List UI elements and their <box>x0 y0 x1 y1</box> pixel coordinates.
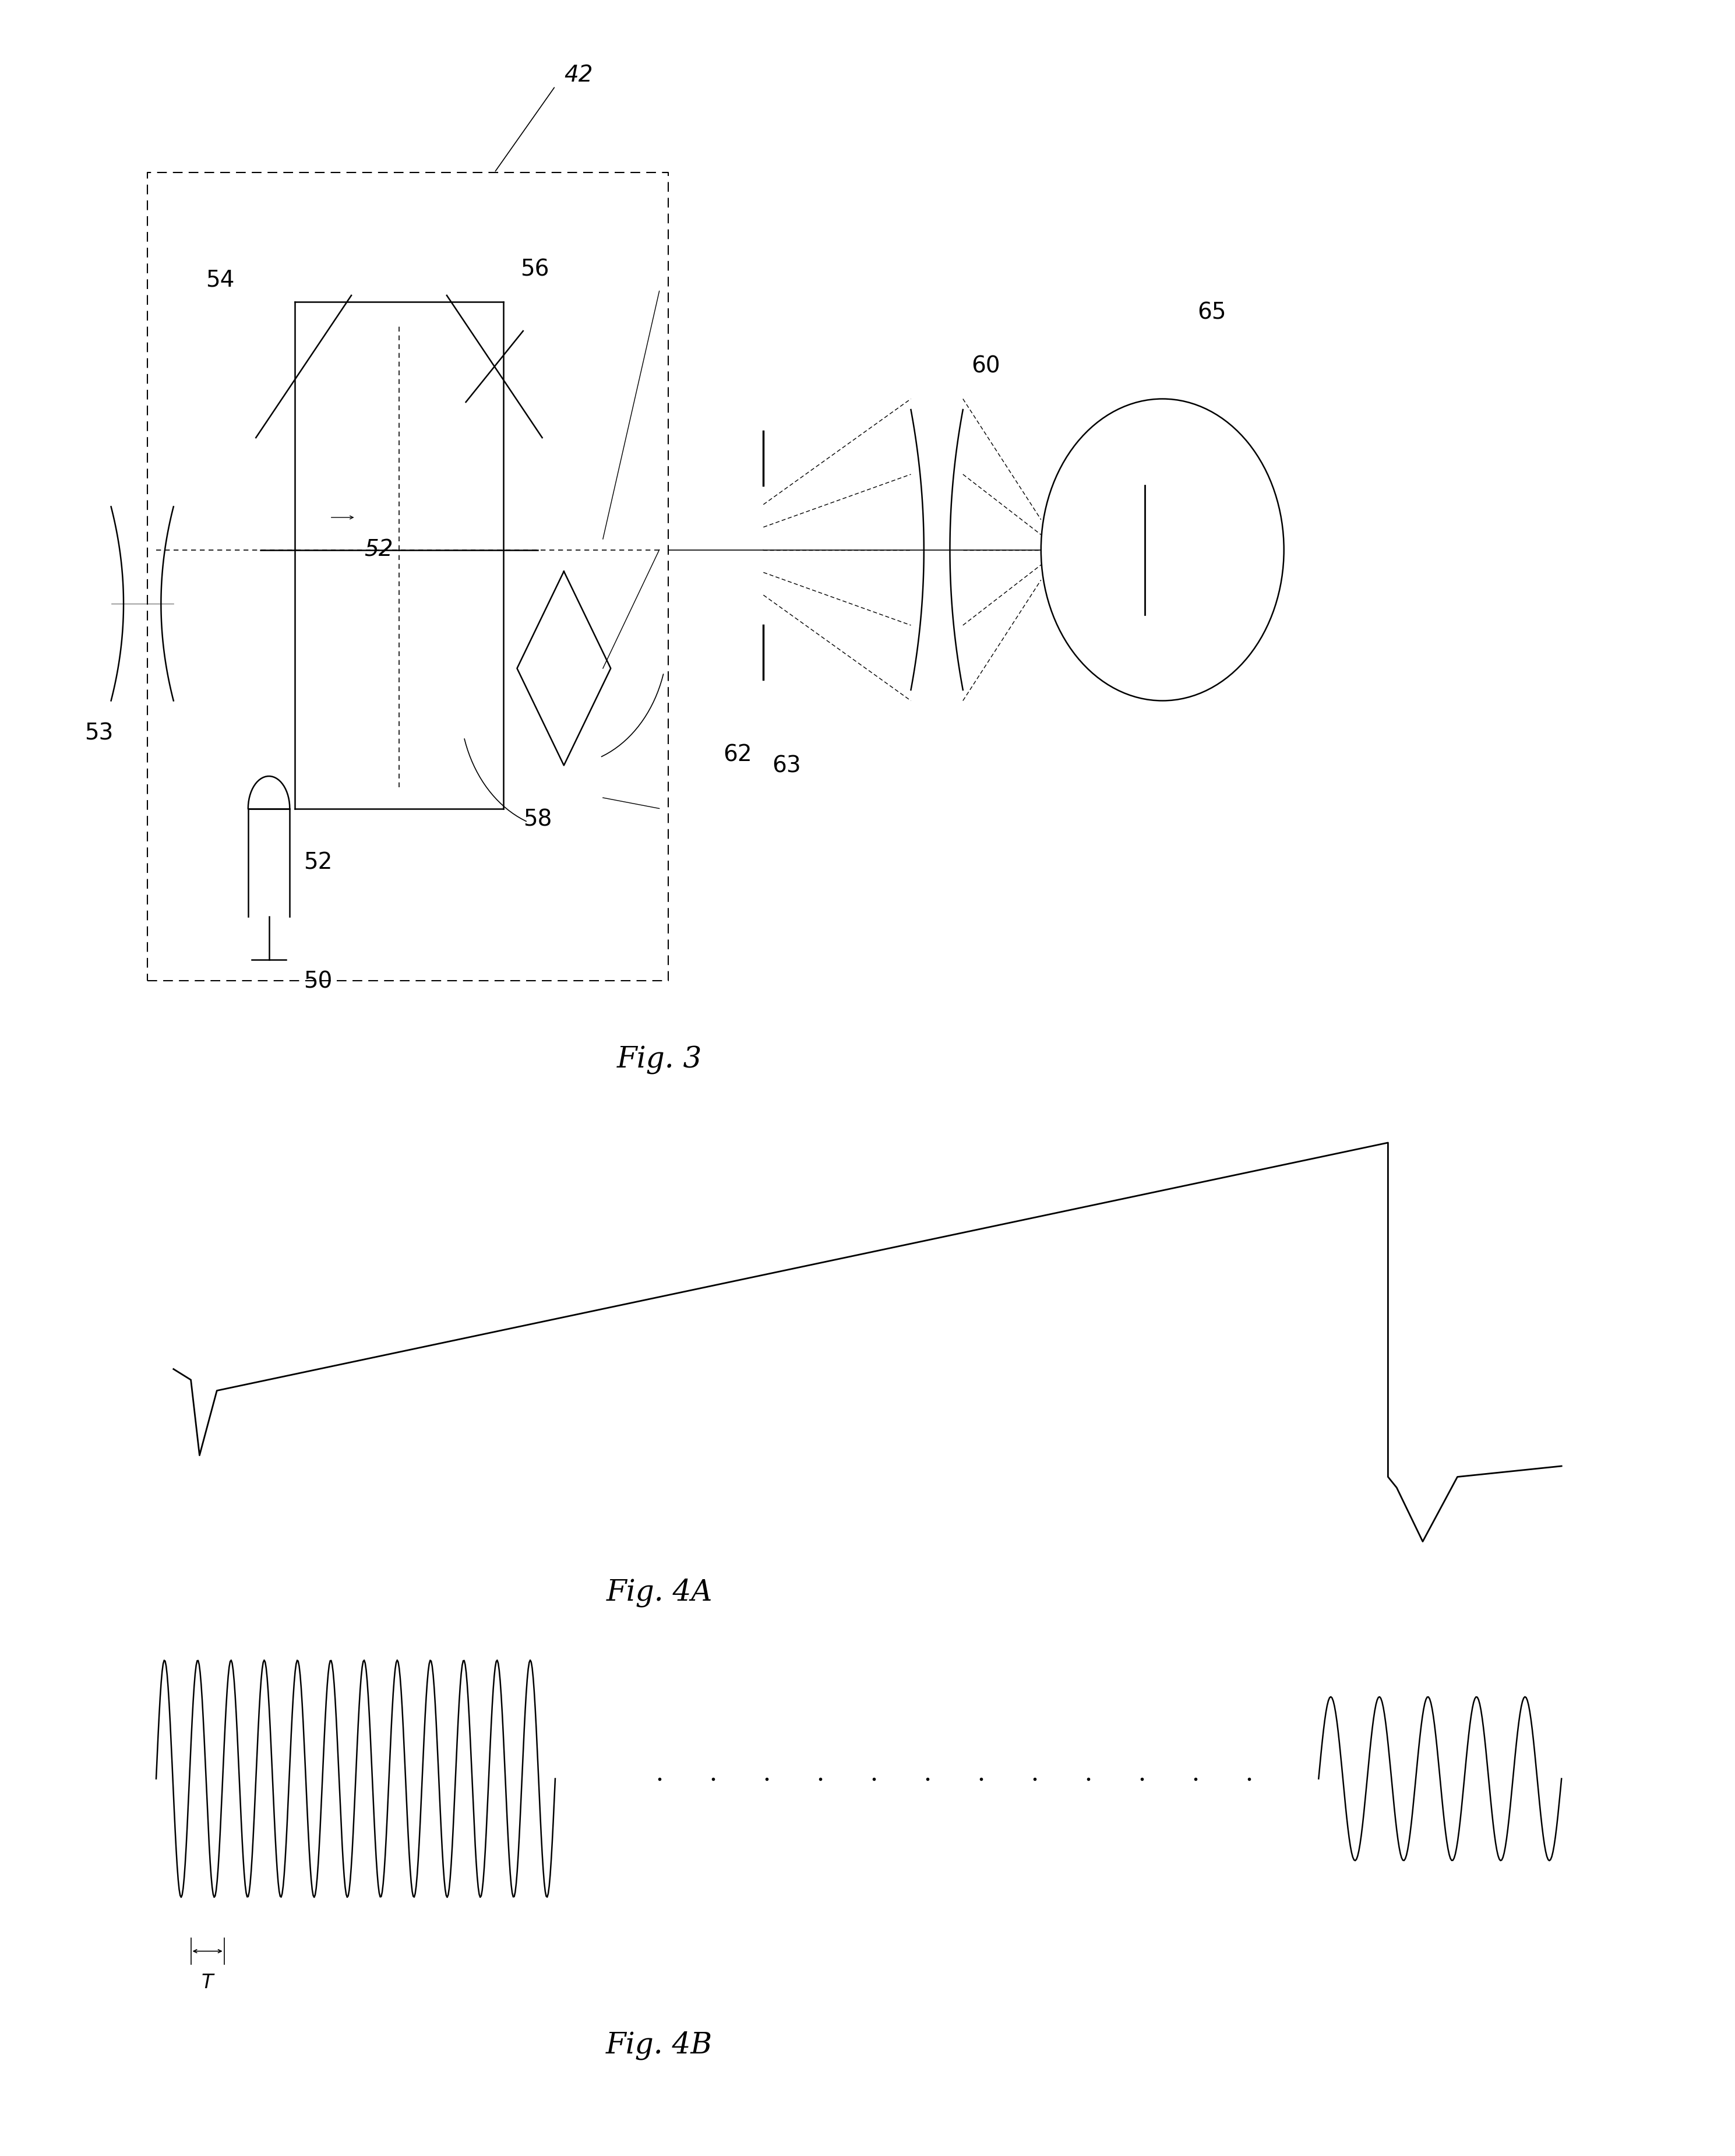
Text: Fig. 4B: Fig. 4B <box>606 2031 713 2059</box>
Text: 52: 52 <box>364 539 394 561</box>
Text: 62: 62 <box>723 744 751 765</box>
Text: 54: 54 <box>205 270 234 291</box>
Text: 58: 58 <box>524 809 552 830</box>
Text: 50: 50 <box>304 970 333 992</box>
Text: 42: 42 <box>564 65 593 86</box>
Text: 56: 56 <box>520 259 550 280</box>
Text: T: T <box>201 1973 213 1992</box>
Text: 63: 63 <box>772 755 802 776</box>
Text: 60: 60 <box>972 356 1001 377</box>
Text: 53: 53 <box>85 722 113 744</box>
Text: Fig. 3: Fig. 3 <box>616 1046 703 1074</box>
Text: 52: 52 <box>304 852 333 873</box>
Text: Fig. 4A: Fig. 4A <box>606 1578 713 1606</box>
Text: 65: 65 <box>1197 302 1227 323</box>
